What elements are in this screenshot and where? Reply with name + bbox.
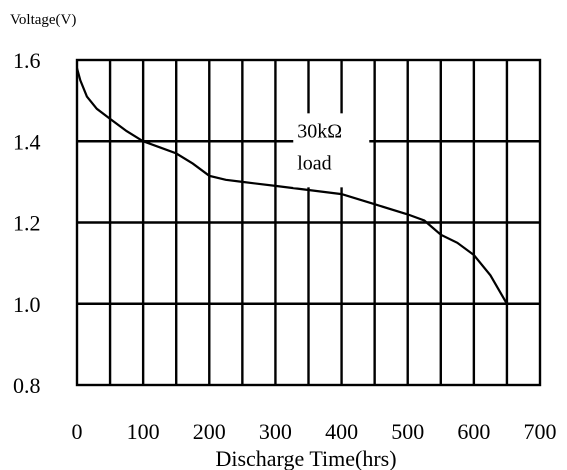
- y-tick-label: 1.2: [13, 211, 41, 236]
- y-tick-label: 1.4: [13, 129, 41, 154]
- x-axis-label: Discharge Time(hrs): [215, 446, 396, 470]
- x-tick-label: 600: [457, 419, 490, 444]
- y-tick-labels: 1.6 1.4 1.2 1.0 0.8: [13, 48, 41, 398]
- plot-frame: [75, 58, 542, 387]
- y-tick-label: 1.0: [13, 292, 41, 317]
- y-tick-label: 0.8: [13, 373, 41, 398]
- annotation-load-value: 30kΩ: [297, 120, 342, 142]
- x-tick-label: 300: [259, 419, 292, 444]
- x-tick-label: 500: [391, 419, 424, 444]
- x-tick-label: 400: [325, 419, 358, 444]
- annotation-load-text: load: [297, 152, 331, 174]
- x-tick-labels: 0 100 200 300 400 500 600 700: [72, 419, 557, 444]
- x-tick-label: 200: [193, 419, 226, 444]
- grid-lines: [77, 60, 540, 385]
- annotation-background: [293, 113, 370, 188]
- y-tick-label: 1.6: [13, 48, 41, 73]
- discharge-curve: [75, 67, 508, 305]
- x-tick-label: 0: [72, 419, 83, 444]
- x-tick-label: 100: [127, 419, 160, 444]
- y-axis-label: Voltage(V): [10, 12, 76, 28]
- x-tick-label: 700: [524, 419, 557, 444]
